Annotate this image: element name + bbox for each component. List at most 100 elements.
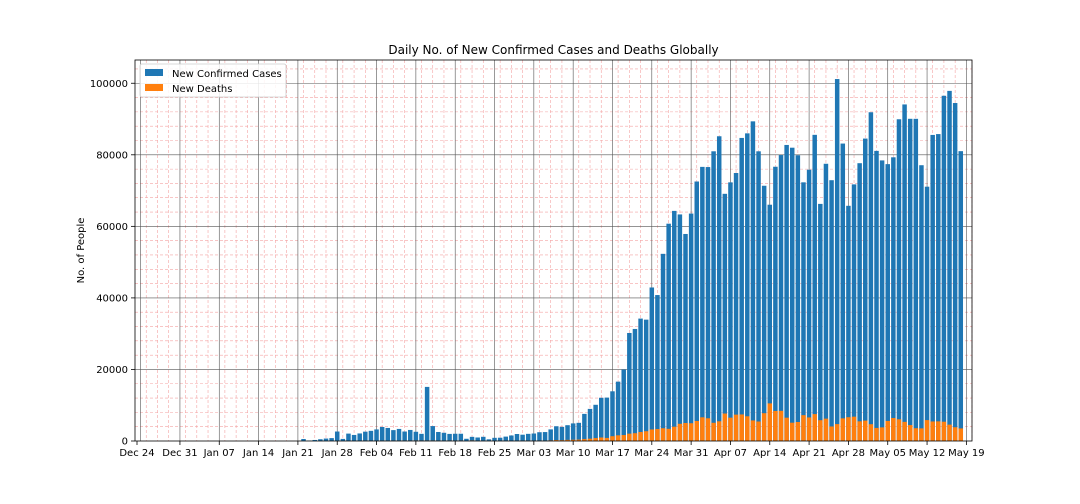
cases-bar <box>548 429 553 441</box>
cases-bar <box>705 167 711 442</box>
x-tick-label: Feb 18 <box>438 448 472 459</box>
x-tick-label: Jan 07 <box>203 448 235 459</box>
cases-bar <box>784 144 789 441</box>
cases-bar <box>436 431 441 441</box>
x-tick-label: Jan 21 <box>281 448 313 459</box>
deaths-bar <box>907 425 913 441</box>
cases-bar <box>750 121 756 441</box>
cases-bar <box>363 431 368 441</box>
y-tick-label: 60000 <box>96 222 128 233</box>
x-tick-label: Jan 28 <box>321 448 353 459</box>
cases-bar <box>818 203 823 441</box>
y-axis: 0 20000 40000 60000 80000 100000 <box>90 79 135 448</box>
cases-bar <box>565 425 570 441</box>
deaths-bar <box>632 433 638 441</box>
cases-bar <box>649 287 655 441</box>
cases-bar <box>615 381 621 441</box>
deaths-bar <box>627 433 632 441</box>
deaths-bar <box>958 428 964 441</box>
y-tick-label: 40000 <box>96 293 128 304</box>
legend: New Confirmed Cases New Deaths <box>139 63 287 98</box>
x-tick-label: Apr 21 <box>792 448 825 459</box>
cases-bar <box>301 439 306 441</box>
deaths-bar <box>694 420 699 441</box>
cases-bar <box>610 391 615 441</box>
cases-bar <box>346 433 351 441</box>
cases-bar <box>739 137 744 441</box>
deaths-bar <box>615 435 621 441</box>
cases-bar <box>525 433 531 441</box>
deaths-bar <box>789 422 795 441</box>
cases-bar <box>896 119 902 441</box>
x-tick-label: Mar 24 <box>634 448 669 459</box>
cases-bar <box>666 223 671 441</box>
deaths-bar <box>801 415 806 441</box>
cases-bar <box>672 210 677 441</box>
x-tick-label: Apr 14 <box>753 448 786 459</box>
cases-bar <box>312 439 317 441</box>
deaths-bar <box>739 414 744 441</box>
deaths-bar <box>750 420 756 441</box>
cases-bar <box>801 182 806 441</box>
cases-bar <box>396 428 402 441</box>
cases-bar <box>492 437 497 441</box>
deaths-bar <box>604 437 610 441</box>
cases-bar <box>531 433 537 441</box>
cases-bar <box>514 434 520 441</box>
deaths-bar <box>868 424 874 441</box>
x-tick-label: Feb 11 <box>399 448 433 459</box>
cases-bar <box>379 426 385 441</box>
cases-bar <box>857 163 862 441</box>
deaths-bar <box>913 428 919 441</box>
cases-bar <box>469 436 475 441</box>
cases-bar <box>694 181 699 441</box>
cases-bar <box>464 438 469 441</box>
cases-bar <box>537 432 542 441</box>
deaths-bar <box>936 421 941 441</box>
deaths-bar <box>874 427 879 441</box>
cases-bar <box>851 184 857 441</box>
deaths-bar <box>683 423 688 441</box>
cases-bar <box>520 434 525 441</box>
deaths-bar <box>643 431 649 441</box>
cases-bar <box>351 434 357 441</box>
deaths-bar <box>834 424 840 441</box>
deaths-bar <box>795 422 801 441</box>
deaths-bar <box>879 427 885 441</box>
cases-bar <box>716 136 722 441</box>
cases-bar <box>593 404 598 441</box>
cases-bar <box>486 439 492 441</box>
deaths-bar <box>947 424 952 441</box>
deaths-bar <box>733 414 739 441</box>
legend-label-deaths: New Deaths <box>172 84 232 95</box>
deaths-bar <box>756 421 761 441</box>
cases-bar <box>570 423 576 441</box>
y-tick-label: 0 <box>122 437 128 448</box>
deaths-bar <box>582 439 587 441</box>
cases-bar <box>806 169 812 442</box>
cases-bar <box>778 155 784 442</box>
deaths-bar <box>846 417 851 441</box>
deaths-bar <box>711 422 716 441</box>
cases-bar <box>745 133 750 441</box>
x-tick-label: Dec 24 <box>119 448 154 459</box>
cases-bar <box>958 151 964 441</box>
cases-bar <box>323 438 329 441</box>
deaths-bar <box>851 416 857 441</box>
y-tick-label: 100000 <box>90 79 128 90</box>
cases-bar <box>430 426 435 441</box>
cases-bar <box>497 437 503 441</box>
cases-bar <box>599 397 604 441</box>
deaths-bar <box>677 423 683 441</box>
cases-bar <box>632 328 638 441</box>
cases-bar <box>728 182 733 442</box>
cases-bar <box>733 173 739 441</box>
cases-bar <box>374 429 379 441</box>
cases-bar <box>688 213 694 441</box>
deaths-bar <box>660 428 666 441</box>
cases-bar <box>874 150 879 441</box>
deaths-bar <box>863 420 868 441</box>
cases-bar <box>627 332 632 441</box>
cases-bar <box>554 426 559 441</box>
cases-bar <box>334 431 340 441</box>
